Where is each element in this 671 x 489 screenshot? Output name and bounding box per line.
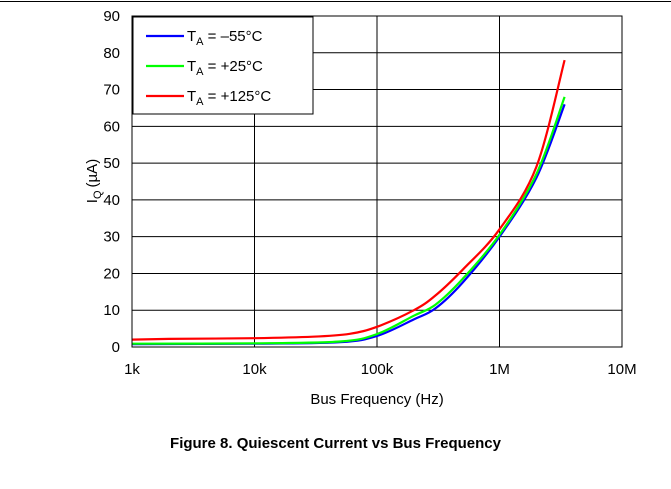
x-tick-label: 10k [242, 361, 267, 378]
plot-frame [131, 15, 623, 348]
y-tick-label: 60 [103, 118, 120, 135]
y-axis-label: IQ(µA) [84, 159, 104, 203]
series-line-2 [131, 59, 566, 341]
chart-series [131, 59, 566, 346]
y-tick-label: 50 [103, 155, 120, 172]
x-axis-label: Bus Frequency (Hz) [310, 391, 443, 408]
legend-label-0: TA = –55°C [187, 28, 263, 48]
y-tick-label: 40 [103, 192, 120, 209]
x-tick-label: 1M [489, 361, 510, 378]
chart: 0 10 20 30 40 50 60 70 80 90 1k 10k 100k 1M 10M Bus F… [84, 8, 637, 408]
x-tick-label: 100k [361, 361, 394, 378]
x-tick-labels: 1k 10k 100k 1M 10M [124, 361, 637, 378]
legend-label-1: TA = +25°C [187, 58, 263, 78]
y-tick-label: 20 [103, 265, 120, 282]
y-tick-label: 90 [103, 8, 120, 25]
y-tick-labels: 0 10 20 30 40 50 60 70 80 90 [103, 8, 120, 356]
y-tick-label: 70 [103, 82, 120, 99]
series-line-1 [131, 96, 566, 345]
x-tick-label: 10M [607, 361, 636, 378]
y-tick-label: 30 [103, 229, 120, 246]
legend-label-2: TA = +125°C [187, 88, 271, 108]
y-tick-label: 80 [103, 45, 120, 62]
top-rule [0, 1, 671, 2]
y-tick-label: 10 [103, 302, 120, 319]
x-tick-label: 1k [124, 361, 140, 378]
figure-caption: Figure 8. Quiescent Current vs Bus Frequ… [170, 435, 501, 452]
y-tick-label: 0 [112, 339, 120, 356]
legend: TA = –55°C TA = +25°C TA = +125°C [132, 16, 314, 115]
